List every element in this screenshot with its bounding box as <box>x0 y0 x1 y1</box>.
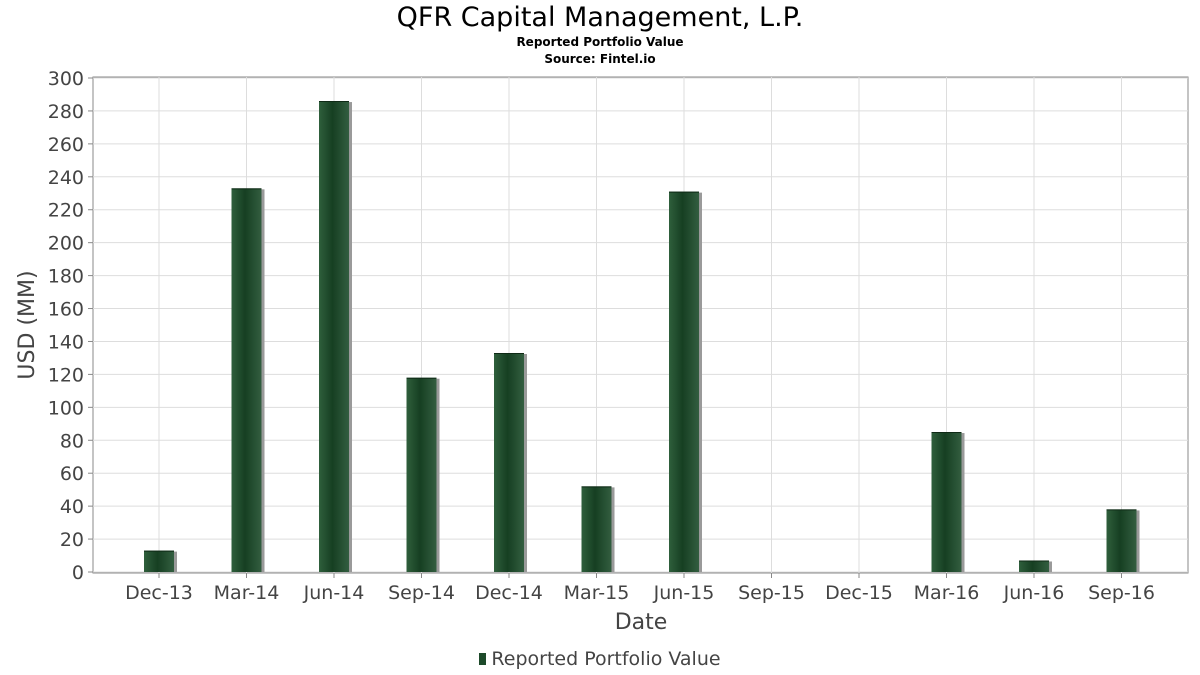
bar <box>319 101 349 572</box>
chart-subtitle: Reported Portfolio Value <box>516 35 684 49</box>
y-tick-label: 220 <box>48 200 84 222</box>
y-tick-label: 0 <box>72 562 84 584</box>
bar-series <box>144 101 1140 572</box>
y-tick-label: 60 <box>60 463 84 485</box>
legend: Reported Portfolio Value <box>0 648 1200 670</box>
bar <box>669 191 699 572</box>
y-tick-label: 120 <box>48 364 84 386</box>
x-tick-label: Jun-14 <box>303 582 365 604</box>
bar <box>1019 560 1049 572</box>
y-tick-label: 140 <box>48 331 84 353</box>
y-tick-label: 180 <box>48 266 84 288</box>
y-tick-label: 80 <box>60 430 84 452</box>
x-tick-label: Jun-16 <box>1003 582 1065 604</box>
y-axis-label: USD (MM) <box>15 270 40 379</box>
bar <box>494 352 524 572</box>
y-axis-ticks: 0 20 40 60 80 100 120 140 160 180 200 220 240 260 280 3… <box>48 68 93 584</box>
bar <box>406 377 437 572</box>
x-tick-label: Dec-15 <box>825 582 893 604</box>
plot-area <box>92 76 1189 574</box>
y-tick-label: 240 <box>48 167 84 189</box>
legend-label: Reported Portfolio Value <box>491 648 721 670</box>
x-tick-label: Dec-14 <box>475 582 543 604</box>
x-axis-ticks: Dec-13 Mar-14 Jun-14 Sep-14 Dec-14 Mar-15 Jun-… <box>125 573 1155 604</box>
y-tick-label: 160 <box>48 299 84 321</box>
x-axis-label: Date <box>615 610 668 635</box>
y-tick-label: 100 <box>48 397 84 419</box>
y-tick-label: 20 <box>60 529 84 551</box>
bar <box>231 188 262 572</box>
x-tick-label: Sep-16 <box>1088 582 1155 604</box>
bar <box>931 432 962 572</box>
x-tick-label: Jun-15 <box>653 582 715 604</box>
x-tick-label: Mar-14 <box>214 582 280 604</box>
x-tick-label: Dec-13 <box>125 582 193 604</box>
chart-source: Source: Fintel.io <box>544 52 656 66</box>
y-tick-label: 200 <box>48 233 84 255</box>
x-tick-label: Sep-14 <box>388 582 455 604</box>
x-tick-label: Mar-15 <box>564 582 630 604</box>
y-tick-label: 280 <box>48 101 84 123</box>
legend-swatch <box>479 653 487 665</box>
y-tick-label: 260 <box>48 134 84 156</box>
bar <box>144 550 174 572</box>
gridlines <box>93 77 1188 573</box>
bar <box>1106 509 1137 572</box>
chart-title: QFR Capital Management, L.P. <box>396 2 804 33</box>
y-tick-label: 40 <box>60 496 84 518</box>
x-tick-label: Mar-16 <box>914 582 980 604</box>
y-tick-label: 300 <box>48 68 84 90</box>
bar <box>581 486 612 572</box>
x-tick-label: Sep-15 <box>738 582 805 604</box>
bar-chart: 0 20 40 60 80 100 120 140 160 180 200 220 240 260 280 3… <box>15 68 1189 635</box>
